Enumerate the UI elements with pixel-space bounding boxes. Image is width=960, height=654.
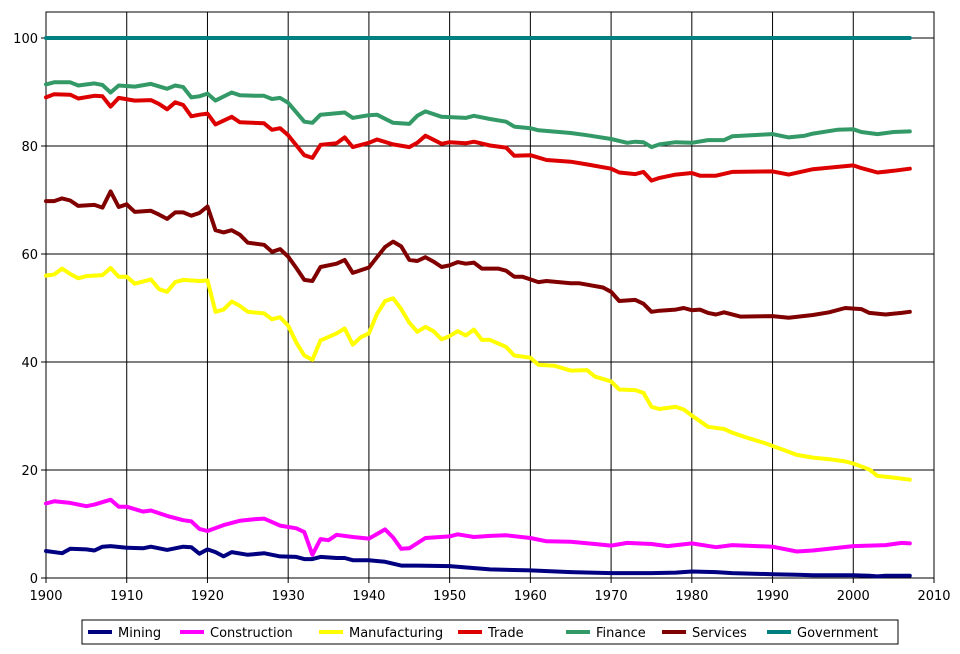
plot-area <box>46 12 934 578</box>
series-line-finance <box>44 80 912 150</box>
series-line-mining <box>44 544 912 579</box>
legend-label-manufacturing: Manufacturing <box>349 626 443 641</box>
legend-box <box>81 619 899 645</box>
series-line-trade <box>44 92 912 183</box>
series-lines <box>44 36 912 579</box>
legend: Mining Construction Manufacturing Trade Fina… <box>81 619 899 645</box>
plot-frame <box>45 11 935 579</box>
legend-label-mining: Mining <box>118 626 161 641</box>
x-tick-label: 1960 <box>514 589 547 604</box>
y-tick-label: 0 <box>30 572 38 587</box>
legend-label-services: Services <box>692 626 747 641</box>
series-line-manufacturing <box>44 266 912 482</box>
x-tick-label: 2010 <box>917 589 950 604</box>
y-tick-label: 80 <box>21 140 38 155</box>
x-tick-label: 1920 <box>191 589 224 604</box>
y-tick-label: 60 <box>21 248 38 263</box>
axes: 0 20 40 60 80 100 1900 1910 1920 1930 1940 1950 1960… <box>13 11 951 604</box>
legend-label-trade: Trade <box>487 626 524 641</box>
x-tick-label: 2000 <box>837 589 870 604</box>
x-tick-label: 1980 <box>675 589 708 604</box>
y-tick-label: 100 <box>13 32 38 47</box>
legend-label-government: Government <box>797 626 878 641</box>
x-tick-label: 1910 <box>110 589 143 604</box>
x-tick-label: 1990 <box>756 589 789 604</box>
series-line-construction <box>44 497 912 557</box>
x-tick-label: 1930 <box>272 589 305 604</box>
x-tick-label: 1940 <box>352 589 385 604</box>
x-tick-label: 1970 <box>595 589 628 604</box>
y-tick-label: 40 <box>21 356 38 371</box>
x-tick-label: 1950 <box>433 589 466 604</box>
legend-label-construction: Construction <box>210 626 293 641</box>
y-tick-label: 20 <box>21 464 38 479</box>
x-tick-label: 1900 <box>29 589 62 604</box>
legend-label-finance: Finance <box>596 626 646 641</box>
series-line-services <box>44 189 912 320</box>
